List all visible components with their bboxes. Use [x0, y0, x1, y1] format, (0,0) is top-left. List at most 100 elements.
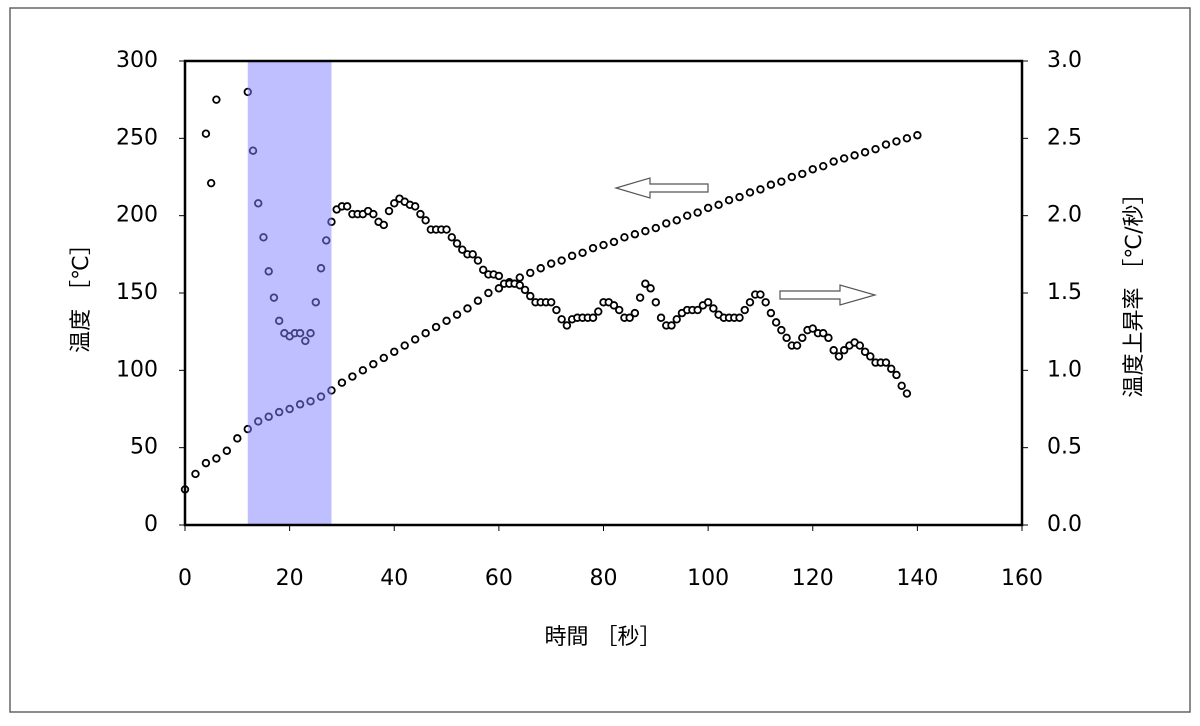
data-point [709, 304, 718, 313]
data-point [761, 298, 770, 307]
data-point [494, 284, 504, 293]
data-point [369, 359, 378, 369]
data-point [887, 364, 896, 373]
data-point [609, 301, 619, 310]
data-point [620, 233, 629, 242]
data-point [881, 358, 891, 367]
data-point [599, 240, 608, 250]
data-point [913, 131, 922, 140]
data-point [630, 230, 640, 239]
data-point [703, 203, 713, 213]
data-point [222, 446, 232, 455]
y2-tick-label: 2.0 [1047, 203, 1082, 228]
data-point [630, 308, 640, 318]
data-point [798, 169, 807, 179]
data-point [839, 346, 849, 355]
data-point [672, 315, 681, 324]
data-point [594, 307, 603, 316]
x-tick-label: 40 [380, 566, 408, 591]
y2-axis-title: 温度上昇率 ［℃/秒］ [1122, 182, 1147, 397]
data-point [745, 298, 755, 307]
y-tick-label: 300 [116, 48, 158, 73]
y-tick-label: 100 [116, 357, 158, 382]
y2-tick-label: 1.0 [1047, 357, 1082, 382]
data-point [536, 264, 545, 273]
data-point [609, 237, 619, 247]
data-point [777, 177, 786, 186]
data-point [808, 324, 817, 333]
data-point [390, 347, 399, 356]
data-point [683, 211, 692, 220]
data-point [546, 259, 556, 268]
data-point [834, 352, 844, 361]
data-point [473, 296, 483, 305]
data-point [337, 378, 347, 387]
data-point [819, 161, 828, 171]
data-point [390, 199, 399, 208]
data-point [484, 288, 493, 298]
data-point [410, 335, 420, 344]
data-point [520, 285, 530, 295]
data-point [206, 178, 216, 188]
data-point [369, 209, 378, 219]
data-point [829, 346, 838, 355]
data-point [557, 315, 566, 324]
data-point [201, 458, 211, 468]
data-point [819, 329, 828, 338]
data-point [798, 333, 807, 343]
data-point [342, 202, 352, 211]
x-axis-title: 時間 ［秒］ [545, 625, 662, 650]
data-point [735, 313, 744, 322]
chart-border [9, 7, 1191, 713]
data-point [452, 239, 462, 248]
plot-area [180, 61, 922, 525]
data-point [672, 216, 681, 225]
data-point [400, 341, 409, 350]
data-point [348, 372, 357, 381]
data-point [693, 305, 702, 315]
data-point [651, 223, 661, 233]
data-point [866, 352, 875, 361]
x-tick-label: 60 [485, 566, 513, 591]
data-point [792, 341, 802, 350]
data-point [588, 313, 598, 322]
data-point [824, 333, 833, 343]
data-point [782, 333, 791, 343]
data-point [494, 271, 504, 281]
y-axis-title: 温度 ［℃］ [69, 233, 94, 353]
data-point [662, 219, 671, 228]
data-point [860, 148, 870, 157]
data-point [447, 233, 456, 242]
y2-tick-label: 1.5 [1047, 280, 1082, 305]
data-point [473, 256, 483, 265]
data-point [850, 151, 859, 160]
data-point [646, 284, 655, 293]
data-point [557, 256, 566, 265]
data-point [860, 347, 870, 356]
y-tick-label: 50 [130, 435, 158, 460]
data-point [588, 243, 598, 253]
data-point [656, 313, 666, 322]
data-point [714, 200, 723, 210]
data-point [892, 137, 901, 146]
data-point [416, 209, 425, 219]
data-point [379, 220, 388, 230]
data-point [897, 381, 906, 390]
data-point [515, 273, 524, 282]
data-point [384, 206, 394, 216]
data-point [740, 305, 749, 315]
y-tick-label: 0 [144, 512, 158, 537]
data-point [410, 202, 420, 211]
x-tick-label: 20 [276, 566, 304, 591]
data-point [526, 268, 535, 278]
data-point [839, 154, 849, 163]
data-point [358, 366, 368, 375]
data-point [641, 226, 650, 236]
data-point [546, 298, 556, 307]
data-point [526, 291, 535, 301]
data-point [667, 321, 676, 330]
data-point [468, 250, 477, 259]
data-point [442, 225, 451, 234]
data-point [191, 469, 200, 479]
